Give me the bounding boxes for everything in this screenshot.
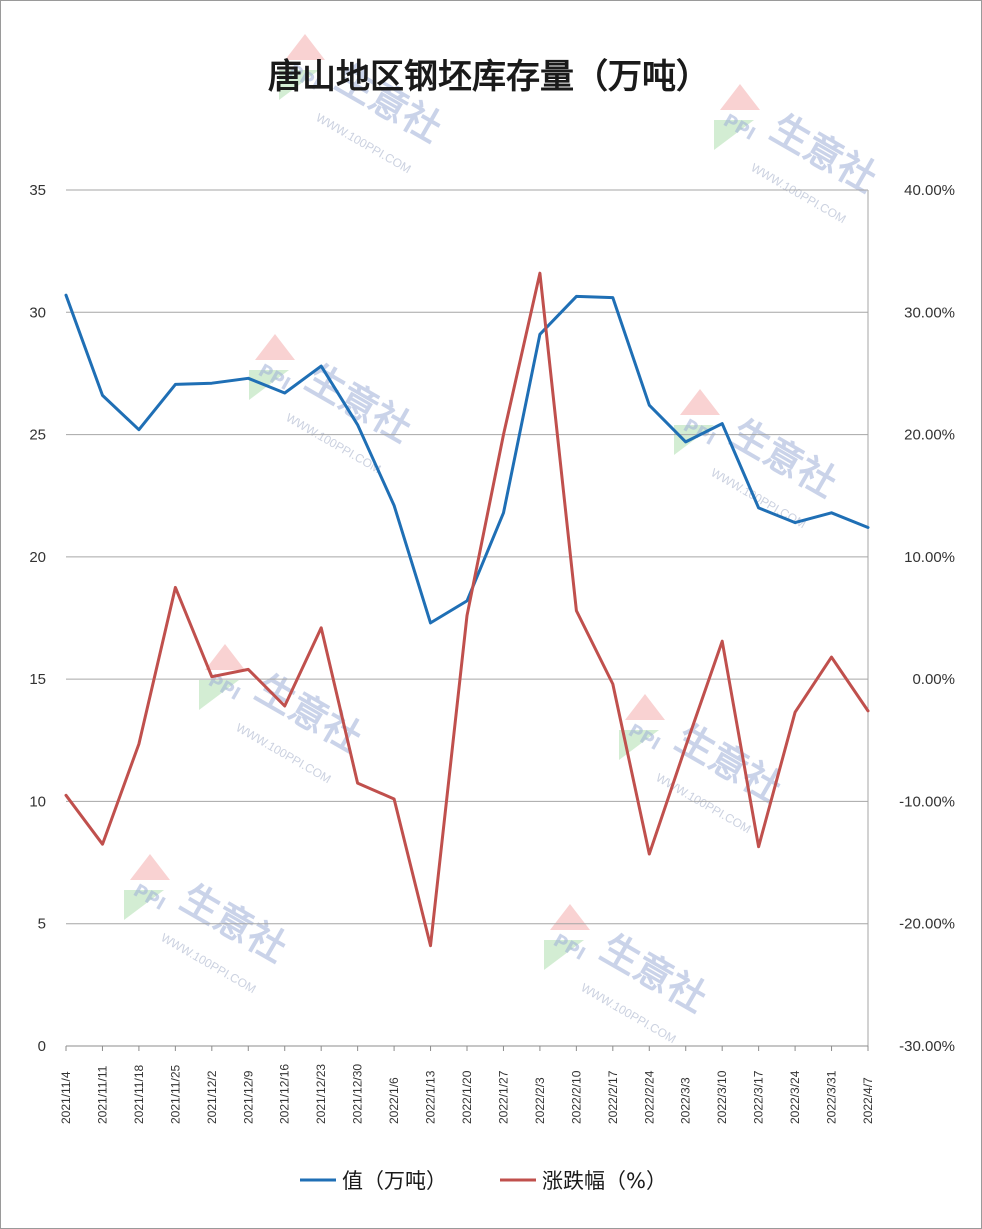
x-tick-label: 2021/11/11 [95, 1065, 109, 1124]
x-tick-label: 2022/1/27 [496, 1070, 510, 1124]
y-right-tick-label: 40.00% [904, 182, 955, 199]
x-tick-label: 2021/11/18 [132, 1065, 146, 1124]
chart-title: 唐山地区钢坯库存量（万吨） [268, 57, 710, 97]
x-tick-label: 2022/1/6 [387, 1077, 401, 1124]
watermark-logo-green [249, 370, 289, 400]
watermark-logo-red [550, 904, 590, 930]
y-right-tick-label: -20.00% [899, 916, 955, 933]
watermark-logo-red [625, 694, 665, 720]
legend-label: 涨跌幅（%） [542, 1169, 667, 1193]
watermark-logo-green [279, 70, 319, 100]
y-left-tick-label: 0 [38, 1038, 46, 1055]
axes [65, 190, 869, 1051]
x-tick-label: 2022/2/3 [533, 1077, 547, 1124]
x-tick-label: 2022/1/13 [424, 1070, 438, 1124]
watermark-logo-red [285, 34, 325, 60]
x-tick-label: 2022/4/7 [861, 1077, 875, 1124]
watermark-logo-red [255, 334, 295, 360]
legend-item: 涨跌幅（%） [500, 1169, 667, 1193]
x-tick-label: 2021/12/23 [314, 1064, 328, 1124]
y-left-tick-label: 5 [38, 916, 46, 933]
watermark-logo-green [199, 680, 239, 710]
y-left-tick-label: 30 [29, 304, 46, 321]
x-tick-label: 2022/3/10 [715, 1070, 729, 1124]
watermark-logo-green [124, 890, 164, 920]
series-line-2 [64, 271, 870, 948]
x-tick-label: 2021/12/16 [278, 1064, 292, 1124]
x-tick-label: 2022/3/24 [788, 1070, 802, 1124]
x-tick-label: 2022/1/20 [460, 1070, 474, 1124]
left-y-axis-ticks: 0 5 10 15 20 25 30 35 [29, 182, 46, 1055]
watermark-logo-red [205, 644, 245, 670]
y-left-tick-label: 25 [29, 427, 46, 444]
x-tick-label: 2022/3/17 [752, 1070, 766, 1124]
x-tick-label: 2022/2/10 [569, 1070, 583, 1124]
x-tick-label: 2022/3/3 [679, 1077, 693, 1124]
watermark-logo-red [130, 854, 170, 880]
legend-item: 值（万吨） [300, 1169, 447, 1193]
y-right-tick-label: 10.00% [904, 549, 955, 566]
legend-label: 值（万吨） [342, 1169, 447, 1193]
x-axis-ticks: 2021/11/4 2021/11/11 2021/11/18 2021/11/25 2… [59, 1064, 875, 1124]
watermark-logo-red [720, 84, 760, 110]
legend: 值（万吨） 涨跌幅（%） [300, 1169, 667, 1193]
y-right-tick-label: -30.00% [899, 1038, 955, 1055]
x-tick-label: 2021/12/30 [351, 1064, 365, 1124]
y-left-tick-label: 15 [29, 671, 46, 688]
x-tick-label: 2021/12/9 [241, 1070, 255, 1124]
x-tick-label: 2022/3/31 [825, 1070, 839, 1124]
y-left-tick-label: 35 [29, 182, 46, 199]
y-right-tick-label: 0.00% [912, 671, 955, 688]
y-right-tick-label: 20.00% [904, 427, 955, 444]
watermark-logo-red [680, 389, 720, 415]
right-y-axis-ticks: -30.00% -20.00% -10.00% 0.00% 10.00% 20.00% 30… [899, 182, 955, 1055]
watermark-logo-green [544, 940, 584, 970]
y-left-tick-label: 20 [29, 549, 46, 566]
y-right-tick-label: -10.00% [899, 793, 955, 810]
y-right-tick-label: 30.00% [904, 304, 955, 321]
x-tick-label: 2021/12/2 [205, 1070, 219, 1124]
x-tick-label: 2022/2/17 [606, 1070, 620, 1124]
series-layer [64, 271, 870, 948]
x-tick-label: 2022/2/24 [642, 1070, 656, 1124]
y-left-tick-label: 10 [29, 793, 46, 810]
x-tick-label: 2021/11/25 [168, 1065, 182, 1124]
watermark-logo-green [714, 120, 754, 150]
x-tick-label: 2021/11/4 [59, 1071, 73, 1124]
